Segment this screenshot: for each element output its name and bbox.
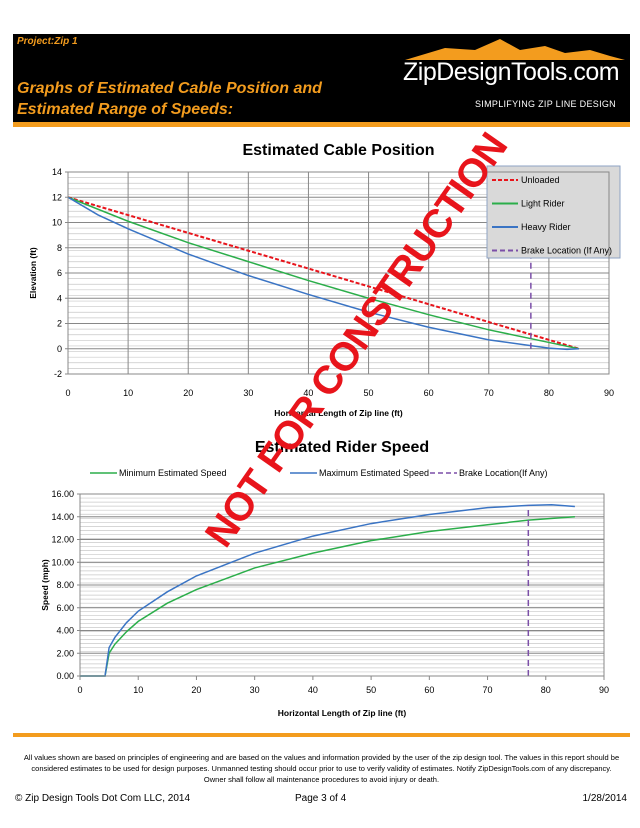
- y-tick-label: 16.00: [51, 489, 74, 499]
- series-line-minimum-estimated-speed: [80, 516, 575, 677]
- project-name: Project:Zip 1: [17, 36, 78, 47]
- x-tick-label: 50: [366, 685, 376, 695]
- x-tick-label: 20: [191, 685, 201, 695]
- x-tick-label: 30: [250, 685, 260, 695]
- y-tick-label: 4: [57, 293, 62, 303]
- y-tick-label: 8.00: [56, 580, 74, 590]
- y-tick-label: 2: [57, 319, 62, 329]
- mountain-logo-icon: [405, 39, 625, 60]
- x-tick-label: 20: [183, 388, 193, 398]
- report-date: 1/28/2014: [582, 793, 628, 804]
- header-banner: Project:Zip 1 Graphs of Estimated Cable …: [13, 34, 630, 122]
- y-tick-label: 14: [52, 167, 62, 177]
- y-tick-label: 12: [52, 192, 62, 202]
- x-tick-label: 90: [604, 388, 614, 398]
- legend-label: Maximum Estimated Speed: [319, 468, 429, 478]
- y-tick-label: 8: [57, 243, 62, 253]
- disclaimer-line: considered estimates to be used for desi…: [31, 764, 612, 773]
- series-line-unloaded: [67, 196, 580, 350]
- legend-label: Unloaded: [521, 175, 560, 185]
- y-tick-label: 2.00: [56, 648, 74, 658]
- page-number: Page 3 of 4: [295, 793, 347, 804]
- plot-area: [79, 493, 605, 677]
- footer-divider: [13, 733, 630, 737]
- x-tick-label: 70: [483, 685, 493, 695]
- y-tick-label: 10.00: [51, 557, 74, 567]
- page-title: Graphs of Estimated Cable Position and Es…: [17, 78, 322, 120]
- title-line-1: Graphs of Estimated Cable Position and: [17, 80, 322, 97]
- legend-label: Minimum Estimated Speed: [119, 468, 227, 478]
- copyright: © Zip Design Tools Dot Com LLC, 2014: [15, 793, 191, 804]
- series-line-heavy-rider: [67, 196, 579, 351]
- y-tick-label: 10: [52, 218, 62, 228]
- header-divider: [13, 122, 630, 127]
- series-line-maximum-estimated-speed: [80, 504, 575, 677]
- x-tick-label: 0: [65, 388, 70, 398]
- chart-title: Estimated Rider Speed: [255, 439, 429, 456]
- y-tick-label: 4.00: [56, 626, 74, 636]
- x-tick-label: 10: [133, 685, 143, 695]
- legend-label: Heavy Rider: [521, 222, 571, 232]
- x-tick-label: 90: [599, 685, 609, 695]
- rider-speed-chart: Estimated Rider Speed 0.00 2.00 4.00 6.00 8.0…: [40, 439, 609, 718]
- legend-label: Brake Location(If Any): [459, 468, 548, 478]
- legend-label: Light Rider: [521, 199, 565, 209]
- y-tick-label: 0: [57, 344, 62, 354]
- x-tick-label: 40: [308, 685, 318, 695]
- y-tick-label: 0.00: [56, 671, 74, 681]
- x-tick-label: 60: [424, 388, 434, 398]
- chart-title: Estimated Cable Position: [242, 142, 434, 159]
- y-tick-label: 6.00: [56, 603, 74, 613]
- plot-area: [67, 171, 610, 375]
- series-line-light-rider: [67, 196, 580, 350]
- x-tick-label: 50: [364, 388, 374, 398]
- title-line-2: Estimated Range of Speeds:: [17, 101, 234, 118]
- y-tick-label: -2: [54, 369, 62, 379]
- y-tick-label: 6: [57, 268, 62, 278]
- logo-tagline: SIMPLIFYING ZIP LINE DESIGN: [475, 99, 616, 109]
- x-tick-label: 80: [541, 685, 551, 695]
- y-tick-label: 12.00: [51, 535, 74, 545]
- x-axis-label: Horizontal Length of Zip line (ft): [278, 708, 407, 718]
- x-tick-label: 0: [77, 685, 82, 695]
- disclaimer: All values shown are based on principles…: [13, 752, 630, 785]
- x-tick-label: 30: [243, 388, 253, 398]
- x-tick-label: 10: [123, 388, 133, 398]
- x-tick-label: 80: [544, 388, 554, 398]
- x-tick-label: 40: [303, 388, 313, 398]
- legend-box: [486, 165, 621, 259]
- legend-label: Brake Location (If Any): [521, 246, 612, 256]
- logo-text: ZipDesignTools.com: [403, 58, 620, 86]
- y-axis-label: Elevation (ft): [28, 247, 38, 299]
- x-tick-label: 60: [424, 685, 434, 695]
- y-axis-label: Speed (mph): [40, 559, 50, 611]
- disclaimer-line: All values shown are based on principles…: [23, 753, 620, 762]
- y-tick-label: 14.00: [51, 512, 74, 522]
- x-tick-label: 70: [484, 388, 494, 398]
- disclaimer-line: Owner shall follow all maintenance proce…: [203, 775, 440, 784]
- x-axis-label: Horizontal Length of Zip line (ft): [274, 408, 403, 418]
